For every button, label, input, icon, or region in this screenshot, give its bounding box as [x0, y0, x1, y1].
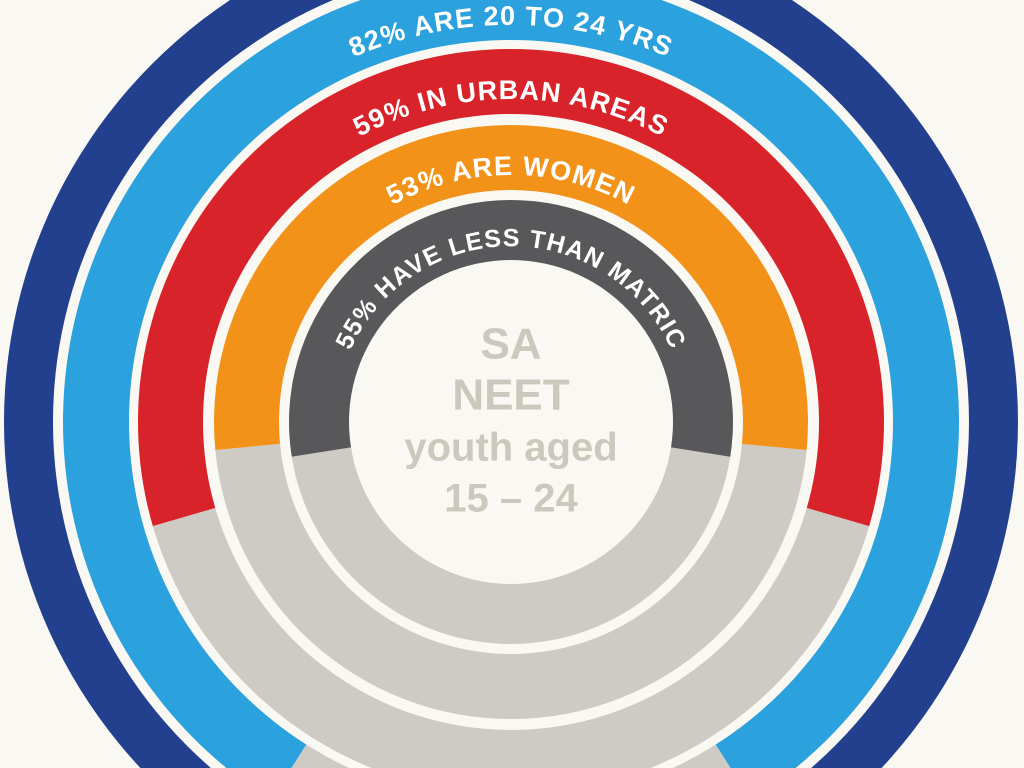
ring-urban [138, 49, 884, 768]
ring-women-value-arc [213, 124, 809, 450]
ring-urban-remainder [152, 507, 870, 768]
ring-layer [4, 0, 1018, 768]
center-line-3: youth aged [404, 426, 617, 470]
ring-urban-value-arc [138, 49, 884, 527]
ring-education-remainder [291, 447, 731, 644]
ring-education-value-arc [288, 199, 733, 457]
ring-age-remainder [291, 744, 731, 768]
center-line-2: NEET [452, 371, 569, 420]
outer-frame [4, 0, 1018, 768]
ring-women-remainder [215, 443, 807, 719]
ring-women [213, 124, 809, 719]
center-disc [354, 265, 668, 579]
center-line-4: 15 – 24 [444, 477, 578, 521]
center-line-1: SA [480, 320, 541, 369]
ring-education [288, 199, 733, 644]
ring-age [63, 0, 959, 768]
